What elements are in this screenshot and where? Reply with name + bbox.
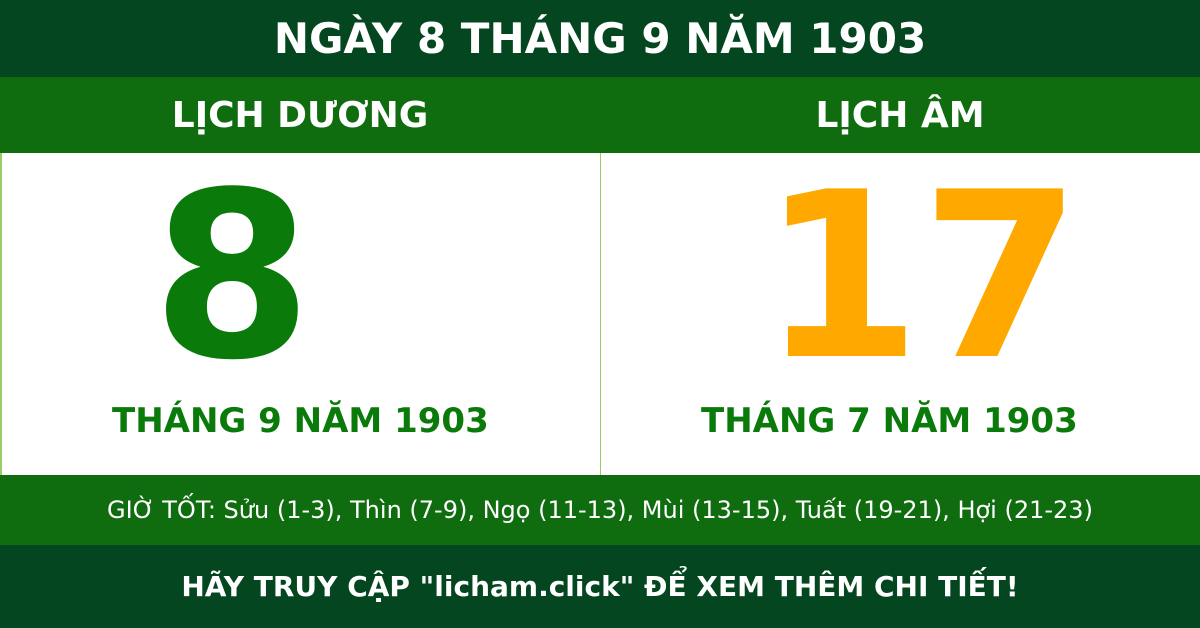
good-hours: GIỜ TỐT: Sửu (1-3), Thìn (7-9), Ngọ (11-… [0, 475, 1200, 545]
lunar-month-year: THÁNG 7 NĂM 1903 [701, 401, 1078, 441]
calendar-panels: 8 THÁNG 9 NĂM 1903 17 THÁNG 7 NĂM 1903 [0, 153, 1200, 475]
lunar-panel: 17 THÁNG 7 NĂM 1903 [600, 153, 1200, 475]
calendar-headings: LỊCH DƯƠNG LỊCH ÂM [0, 77, 1200, 153]
solar-day: 8 [152, 144, 313, 411]
solar-heading: LỊCH DƯƠNG [171, 94, 429, 136]
lunar-day: 17 [761, 144, 1082, 411]
footer-cta: HÃY TRUY CẬP "licham.click" ĐỂ XEM THÊM … [0, 545, 1200, 628]
solar-month-year: THÁNG 9 NĂM 1903 [112, 401, 489, 441]
solar-panel: 8 THÁNG 9 NĂM 1903 [0, 153, 600, 475]
page-title: NGÀY 8 THÁNG 9 NĂM 1903 [0, 0, 1200, 77]
lunar-heading: LỊCH ÂM [815, 94, 985, 136]
